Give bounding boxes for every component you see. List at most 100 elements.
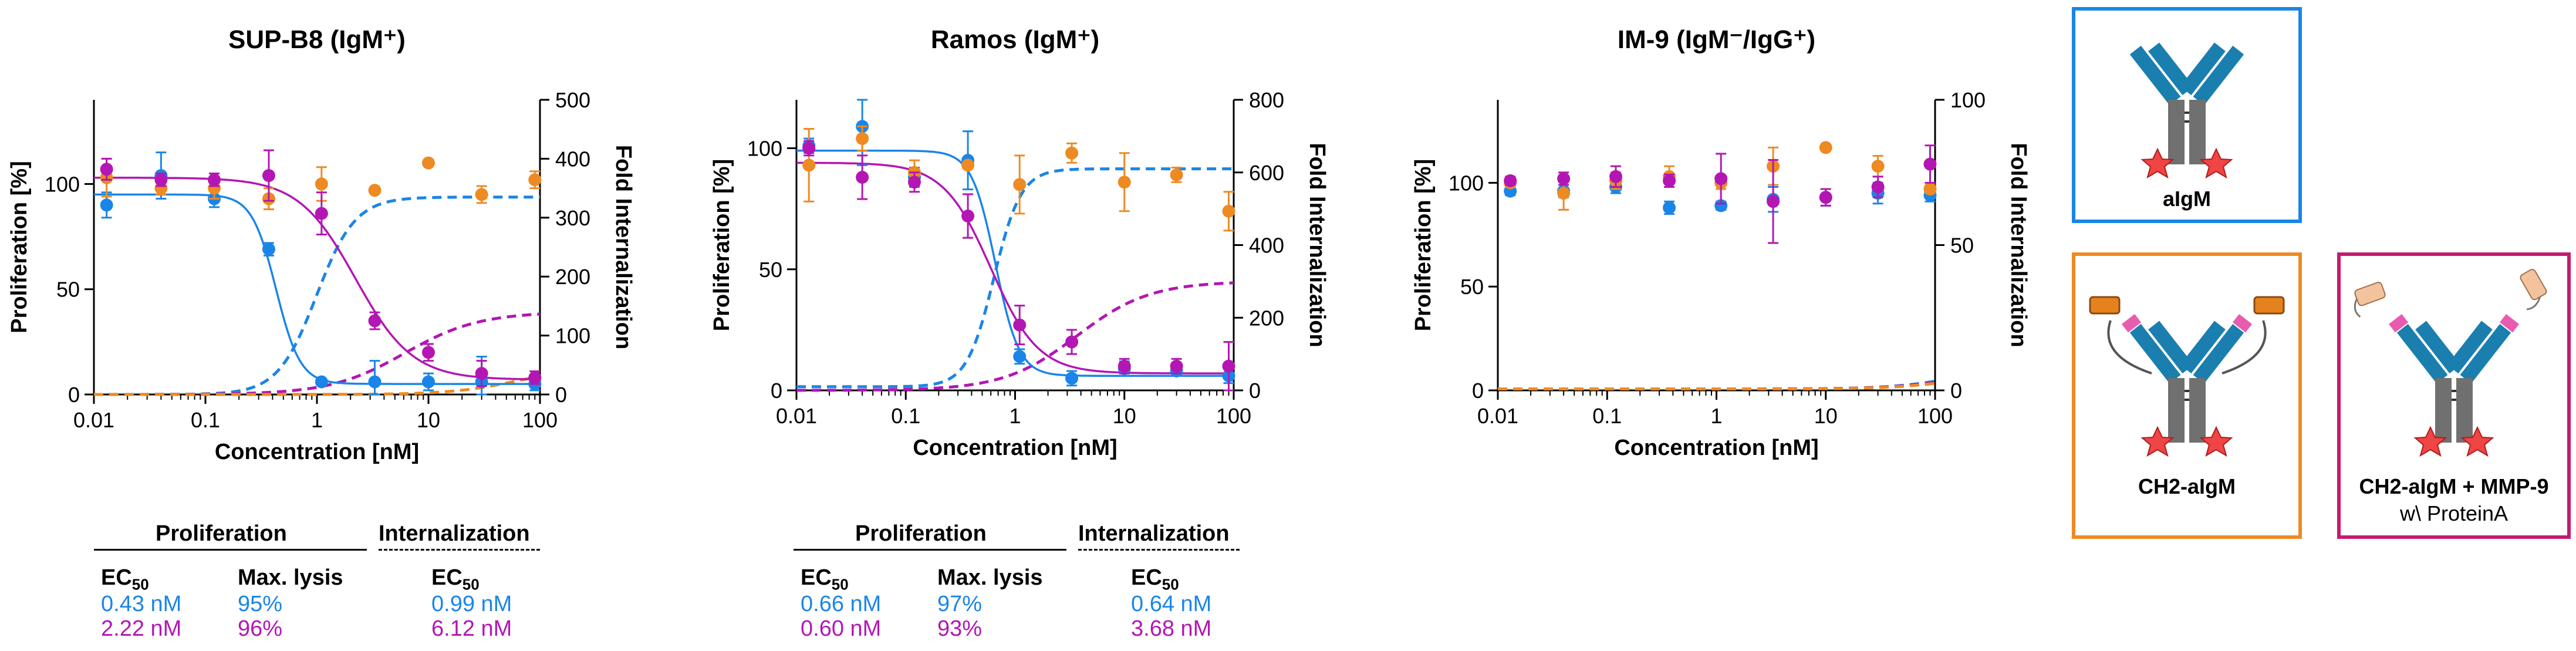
internalization-curve-2 — [796, 281, 1234, 392]
y-tick-label: 100 — [45, 172, 80, 196]
x-tick-label: 0.01 — [73, 408, 114, 432]
data-point-ch2-aigm-mmp-9 — [422, 346, 435, 359]
data-point-ch2-aigm-mmp-9 — [315, 207, 328, 220]
internalization-header: Internalization — [1078, 521, 1230, 546]
ec50-value-mmp: 0.60 nM — [801, 616, 882, 641]
internalization-rule — [1078, 549, 1240, 551]
data-point-aigm — [1663, 201, 1676, 214]
maxlysis-value-aigm: 97% — [937, 592, 983, 616]
y2-tick-label: 0 — [1950, 379, 1962, 403]
fit-curve-aigm — [796, 149, 1234, 377]
summary-table-1: Proliferation Internalization EC50 Max. … — [94, 521, 552, 640]
data-point-aigm — [262, 242, 275, 256]
y-tick-label: 0 — [68, 383, 80, 407]
y2-tick-label: 400 — [1249, 234, 1284, 258]
data-point-aigm — [368, 375, 381, 389]
x-tick-label: 0.1 — [191, 408, 220, 432]
data-point-ch2-aigm-mmp-9 — [1923, 157, 1937, 171]
data-point-ch2-aigm — [475, 188, 488, 201]
data-point-ch2-aigm-mmp-9 — [262, 169, 275, 183]
proliferation-rule — [94, 549, 367, 551]
data-point-ch2-aigm — [961, 158, 975, 172]
fit-curve-ch2-aigm-mmp-9 — [94, 176, 541, 381]
x-tick-label: 100 — [1216, 404, 1251, 428]
int-ec50-value-aigm: 0.99 nM — [431, 592, 512, 616]
internalization-header: Internalization — [379, 521, 530, 546]
y2-tick-label: 300 — [555, 206, 590, 230]
chart-panel-2: Ramos (IgM⁺) 0.01 0.1 1 10 100 Concentration [… — [710, 25, 1329, 460]
x-tick-label: 1 — [1710, 404, 1722, 428]
data-point-ch2-aigm-mmp-9 — [907, 176, 921, 189]
y2-tick-label: 600 — [1249, 161, 1284, 185]
data-point-ch2-aigm-mmp-9 — [528, 371, 542, 384]
data-point-ch2-aigm-mmp-9 — [1609, 170, 1622, 183]
proliferation-rule — [794, 549, 1066, 551]
data-point-ch2-aigm-mmp-9 — [961, 210, 975, 222]
chart-title: Ramos (IgM⁺) — [931, 25, 1099, 54]
data-point-aigm — [1714, 199, 1728, 212]
legend-label-ch2: CH2-aIgM — [2138, 474, 2236, 498]
data-point-ch2-aigm-mmp-9 — [1065, 335, 1079, 349]
data-point-ch2-aigm-mmp-9 — [802, 141, 816, 155]
data-point-ch2-aigm-mmp-9 — [1871, 180, 1885, 194]
y-tick-label: 100 — [1449, 171, 1484, 195]
internalization-curve-1 — [796, 167, 1234, 389]
col-int-ec50: EC50 — [431, 565, 480, 593]
internalization-rule — [379, 549, 540, 551]
data-point-ch2-aigm-mmp-9 — [1557, 172, 1571, 185]
y-tick-label: 50 — [56, 278, 80, 302]
y2-axis-label: Fold Internalization — [611, 145, 636, 349]
x-tick-label: 0.01 — [1477, 404, 1518, 428]
data-point-ch2-aigm — [528, 173, 542, 187]
data-point-ch2-aigm-mmp-9 — [1767, 195, 1780, 208]
proliferation-header: Proliferation — [156, 521, 287, 546]
maxlysis-value-aigm: 95% — [238, 592, 283, 616]
summary-table-2: Proliferation Internalization EC50 Max. … — [794, 521, 1251, 640]
col-ec50: EC50 — [101, 565, 149, 593]
data-point-ch2-aigm — [1013, 178, 1027, 191]
ec50-value-aigm: 0.43 nM — [101, 592, 182, 616]
data-point-aigm — [422, 375, 435, 389]
y-tick-label: 100 — [747, 137, 782, 161]
x-tick-label: 0.1 — [1592, 404, 1622, 428]
int-ec50-value-mmp: 6.12 nM — [431, 616, 512, 641]
int-ec50-value-mmp: 3.68 nM — [1131, 616, 1212, 641]
data-point-ch2-aigm — [856, 132, 869, 145]
data-point-ch2-aigm — [1819, 141, 1832, 154]
maxlysis-value-mmp: 93% — [937, 616, 983, 641]
ec50-value-aigm: 0.66 nM — [801, 592, 882, 616]
y-tick-label: 50 — [1460, 275, 1484, 299]
data-point-aigm — [1065, 372, 1079, 385]
data-point-ch2-aigm-mmp-9 — [208, 173, 221, 187]
x-axis-label: Concentration [nM] — [913, 436, 1117, 460]
data-point-aigm — [100, 198, 113, 212]
legend-label-mmp: CH2-aIgM + MMP-9 — [2359, 474, 2549, 498]
data-point-ch2-aigm — [315, 177, 328, 191]
data-point-ch2-aigm — [1923, 183, 1937, 196]
data-point-ch2-aigm-mmp-9 — [475, 367, 488, 380]
data-point-ch2-aigm-mmp-9 — [1222, 359, 1235, 373]
maxlysis-value-mmp: 96% — [238, 616, 283, 641]
internalization-curve-3 — [1498, 382, 1936, 390]
data-point-ch2-aigm-mmp-9 — [1504, 174, 1517, 187]
internalization-curve-2 — [94, 312, 541, 396]
legend-box-mmp: CH2-aIgM + MMP-9 w\ ProteinA — [2337, 252, 2571, 539]
col-ec50: EC50 — [801, 565, 849, 593]
col-max-lysis: Max. lysis — [937, 565, 1043, 590]
y2-axis-label: Fold Internalization — [1305, 143, 1329, 347]
data-point-ch2-aigm-mmp-9 — [1170, 359, 1183, 373]
int-ec50-value-aigm: 0.64 nM — [1131, 592, 1212, 616]
data-point-ch2-aigm — [368, 184, 381, 197]
data-point-ch2-aigm-mmp-9 — [1663, 174, 1676, 187]
legend-label-aigm: aIgM — [2162, 187, 2211, 211]
x-tick-label: 1 — [311, 408, 323, 432]
x-tick-label: 0.1 — [891, 404, 920, 428]
x-tick-label: 10 — [1113, 404, 1136, 428]
data-point-ch2-aigm — [422, 156, 435, 170]
data-point-ch2-aigm — [1871, 160, 1885, 173]
ec50-value-mmp: 2.22 nM — [101, 616, 182, 641]
y2-tick-label: 0 — [1249, 379, 1261, 403]
data-point-ch2-aigm — [1222, 204, 1235, 218]
y2-tick-label: 50 — [1950, 234, 1974, 258]
